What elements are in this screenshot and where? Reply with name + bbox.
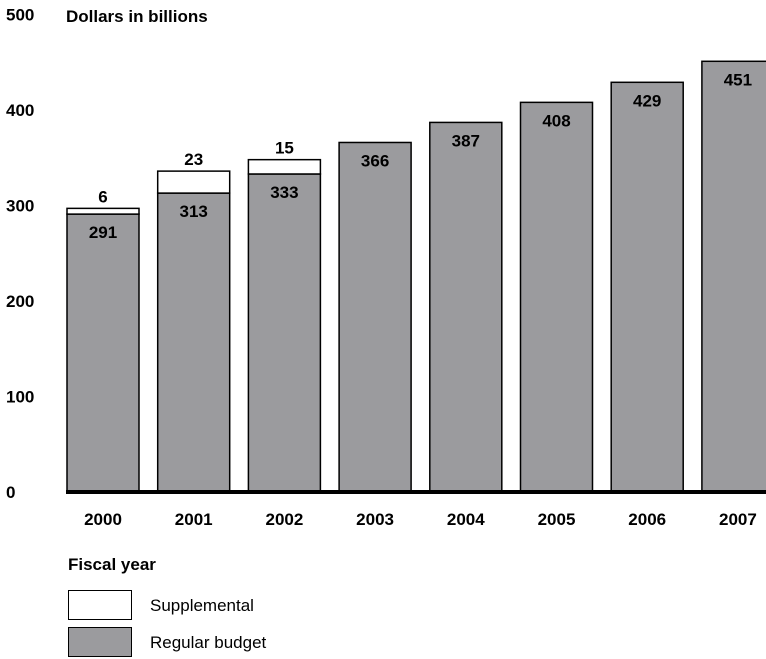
legend-swatch-regular-budget — [68, 627, 132, 657]
bar-supplemental — [156, 170, 231, 194]
bar-regular-budget — [610, 81, 684, 493]
data-label-regular: 366 — [361, 151, 389, 170]
chart: 0 100 200 300 400 500 Dollars in billions 6 29… — [6, 6, 766, 529]
data-label-regular: 451 — [724, 70, 752, 89]
data-label-regular: 408 — [542, 111, 570, 130]
data-label-supplemental: 6 — [98, 187, 107, 206]
data-label-regular: 429 — [633, 91, 661, 110]
y-tick-label: 200 — [6, 292, 34, 311]
bar-supplemental — [247, 158, 322, 175]
bars: 6 291 23 313 15 333 366 387 408 429 451 — [66, 60, 766, 493]
x-tick-label: 2003 — [356, 510, 394, 529]
x-tick-label: 2006 — [628, 510, 666, 529]
bar-regular-budget — [701, 60, 766, 493]
bar-regular-budget — [247, 173, 322, 493]
x-axis-ticks: 2000 2001 2002 2003 2004 2005 2006 2007 — [84, 510, 757, 529]
y-axis-ticks: 0 100 200 300 400 500 — [6, 6, 34, 503]
x-tick-label: 2004 — [447, 510, 485, 529]
bar-regular-budget — [519, 101, 594, 493]
legend-item-supplemental: Supplemental — [68, 590, 468, 622]
data-label-supplemental: 23 — [184, 150, 203, 169]
x-tick-label: 2000 — [84, 510, 122, 529]
y-tick-label: 0 — [6, 483, 15, 502]
legend-label-regular-budget: Regular budget — [150, 633, 267, 652]
data-label-regular: 387 — [452, 131, 480, 150]
data-label-regular: 333 — [270, 183, 298, 202]
chart-title: Dollars in billions — [66, 7, 208, 26]
bar-regular-budget — [429, 121, 503, 493]
x-tick-label: 2007 — [719, 510, 757, 529]
x-tick-label: 2001 — [175, 510, 213, 529]
bar-regular-budget — [156, 192, 231, 493]
x-tick-label: 2002 — [265, 510, 303, 529]
bar-supplemental — [66, 207, 140, 215]
bar-regular-budget — [338, 141, 412, 493]
legend-item-regular-budget: Regular budget — [68, 627, 468, 659]
data-label-regular: 291 — [89, 223, 117, 242]
bar-regular-budget — [66, 213, 140, 493]
x-tick-label: 2005 — [538, 510, 576, 529]
y-tick-label: 300 — [6, 197, 34, 216]
legend-swatch-supplemental — [68, 590, 132, 620]
data-label-regular: 313 — [180, 202, 208, 221]
y-tick-label: 100 — [6, 388, 34, 407]
legend-label-supplemental: Supplemental — [150, 596, 254, 615]
data-label-supplemental: 15 — [275, 139, 294, 158]
y-tick-label: 400 — [6, 101, 34, 120]
y-tick-label: 500 — [6, 6, 34, 25]
x-axis-label: Fiscal year — [68, 555, 156, 574]
